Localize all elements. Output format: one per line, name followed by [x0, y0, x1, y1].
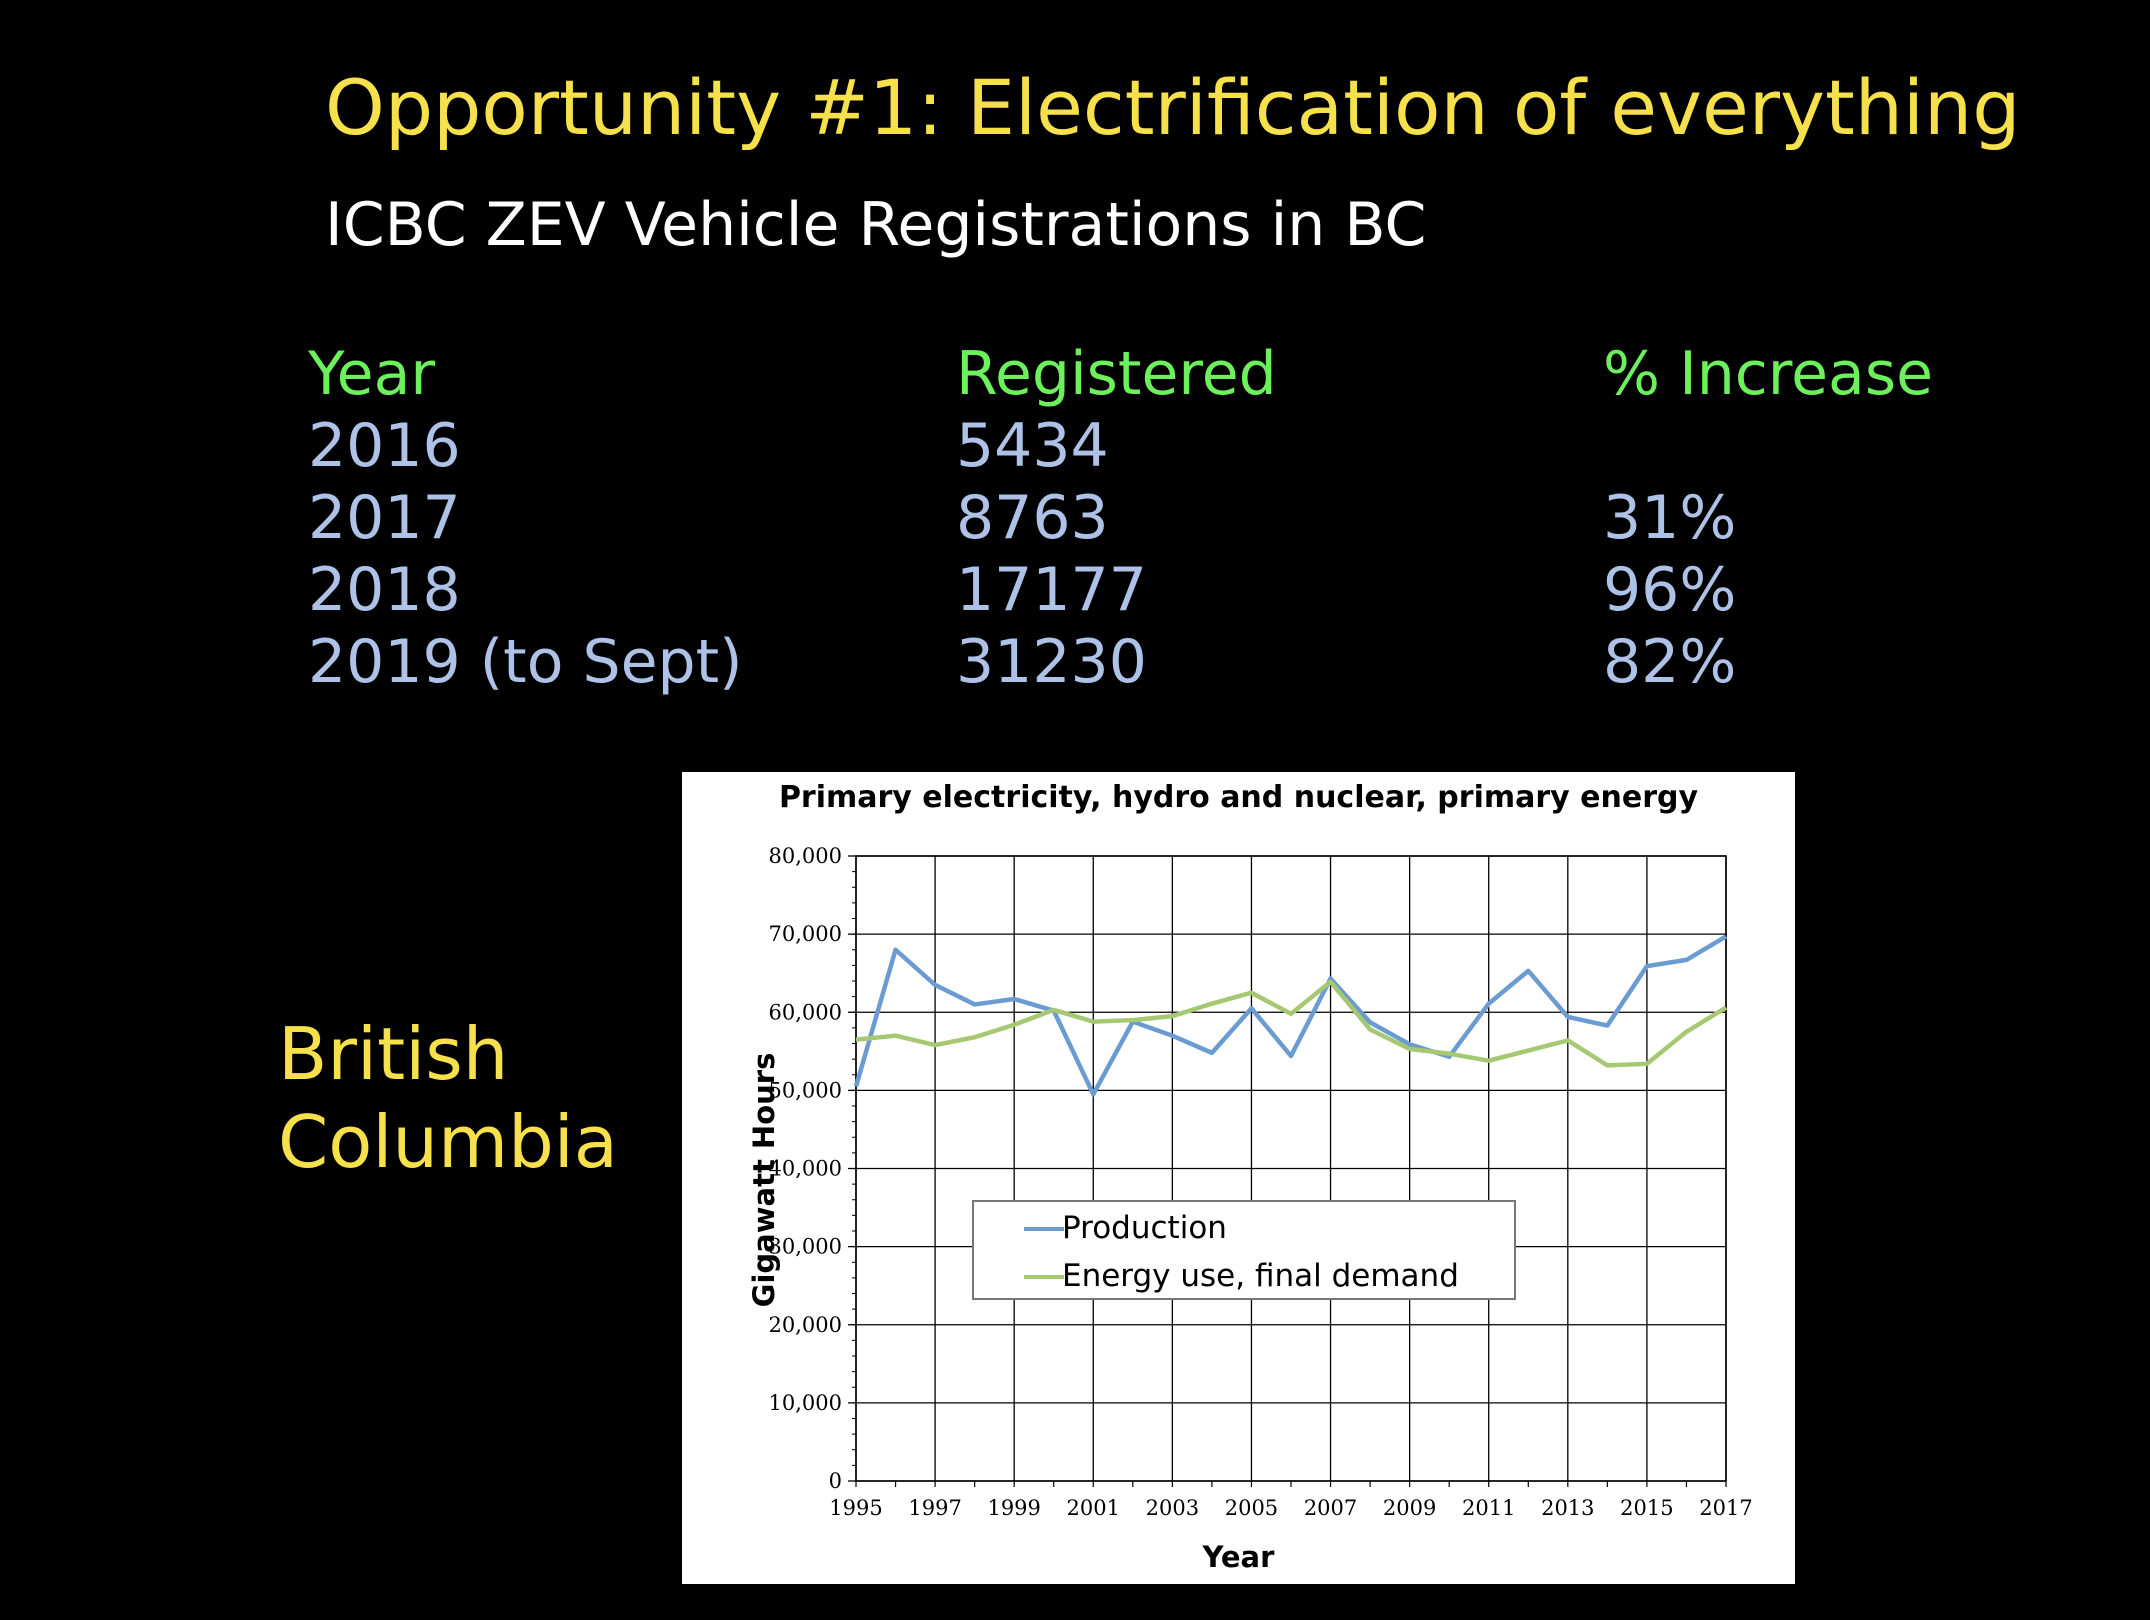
- region-label: British Columbia: [278, 1010, 698, 1186]
- chart-title: Primary electricity, hydro and nuclear, …: [778, 780, 1699, 815]
- table-cell-increase: 31%: [1603, 483, 1737, 553]
- region-label-line2: Columbia: [278, 1100, 618, 1184]
- y-tick-label: 10,000: [769, 1391, 842, 1415]
- legend-swatch-energy-use: [1024, 1275, 1064, 1279]
- y-tick-label: 50,000: [769, 1078, 842, 1102]
- table-cell-year: 2019 (to Sept): [308, 627, 743, 697]
- chart-panel: 0 10,000 20,000 30,000 40,000 50,000 60,000 70,…: [682, 772, 1795, 1584]
- x-tick-label: 2015: [1620, 1496, 1673, 1520]
- legend-label-production: Production: [1062, 1210, 1227, 1246]
- series-line-production: [853, 934, 1728, 1097]
- legend-item-energy-use: Energy use, final demand: [1024, 1256, 1504, 1296]
- legend-swatch-production: [1024, 1227, 1064, 1231]
- plot-area-border: [855, 855, 1727, 1482]
- y-tick-label: 60,000: [769, 1000, 842, 1024]
- x-tick-label: 2001: [1067, 1496, 1120, 1520]
- x-tick-label: 2005: [1225, 1496, 1278, 1520]
- table-cell-year: 2018: [308, 555, 461, 625]
- x-tick-label: 2017: [1699, 1496, 1752, 1520]
- table-header-year: Year: [308, 339, 436, 409]
- x-tick-label: 2009: [1383, 1496, 1436, 1520]
- table-header-registered: Registered: [956, 339, 1277, 409]
- registrations-table: Year Registered % Increase 2016 5434 201…: [0, 0, 2150, 720]
- table-cell-registered: 17177: [956, 555, 1147, 625]
- x-tick-label: 2003: [1146, 1496, 1199, 1520]
- legend-item-production: Production: [1024, 1208, 1504, 1248]
- table-cell-increase: 96%: [1603, 555, 1737, 625]
- table-cell-increase: 82%: [1603, 627, 1737, 697]
- slide-title: Opportunity #1: Electrification of every…: [325, 63, 2021, 152]
- table-cell-year: 2017: [308, 483, 461, 553]
- x-tick-label: 2013: [1541, 1496, 1594, 1520]
- table-header-increase: % Increase: [1603, 339, 1933, 409]
- line-chart: 0 10,000 20,000 30,000 40,000 50,000 60,000 70,…: [769, 844, 1753, 1520]
- y-axis-title: Gigawatt Hours: [747, 1052, 781, 1308]
- y-tick-label: 30,000: [769, 1235, 842, 1259]
- y-tick-label: 70,000: [769, 922, 842, 946]
- x-tick-label: 1999: [987, 1496, 1040, 1520]
- y-tick-label: 0: [829, 1469, 842, 1493]
- table-cell-registered: 31230: [956, 627, 1147, 697]
- y-tick-label: 80,000: [769, 844, 842, 868]
- slide-subtitle: ICBC ZEV Vehicle Registrations in BC: [325, 190, 1427, 260]
- x-tick-label: 2011: [1462, 1496, 1515, 1520]
- chart-legend: Production Energy use, final demand: [972, 1200, 1516, 1300]
- series-line-energy-use: [855, 979, 1728, 1068]
- region-label-line1: British: [278, 1012, 509, 1096]
- y-tick-label: 40,000: [769, 1157, 842, 1181]
- x-tick-label: 2007: [1304, 1496, 1357, 1520]
- table-cell-year: 2016: [308, 411, 461, 481]
- x-axis-title: Year: [1202, 1540, 1275, 1574]
- table-cell-registered: 8763: [956, 483, 1109, 553]
- table-cell-registered: 5434: [956, 411, 1109, 481]
- legend-label-energy-use: Energy use, final demand: [1062, 1258, 1459, 1294]
- x-tick-label: 1997: [908, 1496, 961, 1520]
- x-tick-label: 1995: [829, 1496, 882, 1520]
- y-tick-label: 20,000: [769, 1313, 842, 1337]
